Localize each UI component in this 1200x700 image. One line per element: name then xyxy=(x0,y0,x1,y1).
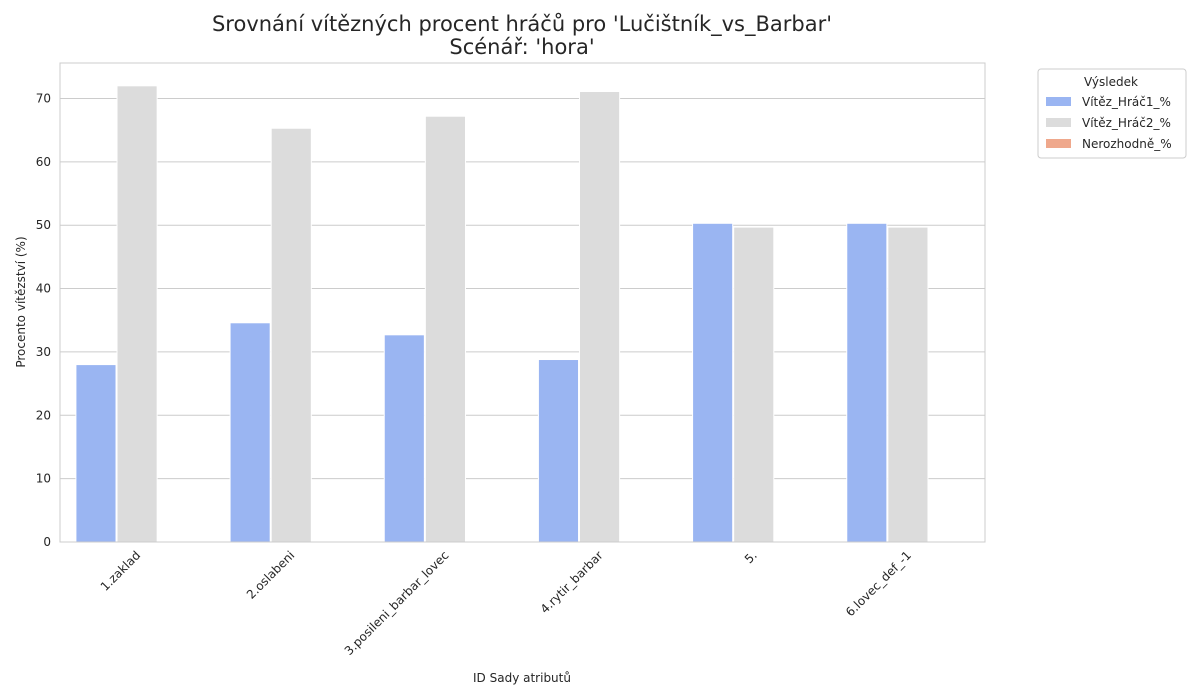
x-tick-label: 2.oslabeni xyxy=(244,548,298,602)
x-tick-label: 3.posileni_barbar_lovec xyxy=(342,548,452,658)
gridlines xyxy=(60,97,985,543)
chart-subtitle: Scénář: 'hora' xyxy=(449,35,594,59)
bar xyxy=(383,334,425,543)
y-tick-label: 20 xyxy=(36,408,51,422)
x-tick-label: 1.zaklad xyxy=(98,548,144,594)
y-tick-label: 10 xyxy=(36,472,51,486)
chart-title: Srovnání vítězných procent hráčů pro 'Lu… xyxy=(212,12,832,37)
legend-title: Výsledek xyxy=(1084,75,1138,89)
legend-label: Nerozhodně_% xyxy=(1082,137,1172,151)
x-tick-label: 4.rytir_barbar xyxy=(538,548,606,616)
x-tick-labels: 1.zaklad 2.oslabeni 3.posileni_barbar_love… xyxy=(98,548,914,658)
bars xyxy=(75,85,929,543)
y-tick-labels: 0 10 20 30 40 50 60 70 xyxy=(36,91,51,549)
legend-swatch xyxy=(1046,97,1071,106)
bar xyxy=(692,222,734,543)
bar xyxy=(579,91,621,543)
legend: Výsledek Vítěz_Hráč1_% Vítěz_Hráč2_% Neroz… xyxy=(1037,68,1187,159)
bar xyxy=(424,115,466,543)
plot-area-frame xyxy=(59,62,986,543)
bar xyxy=(887,226,929,543)
bar xyxy=(75,364,117,543)
legend-swatch xyxy=(1046,118,1071,127)
y-tick-label: 50 xyxy=(36,218,51,232)
y-tick-label: 30 xyxy=(36,345,51,359)
bar xyxy=(537,359,580,543)
legend-swatch xyxy=(1046,139,1071,148)
x-axis-label: ID Sady atributů xyxy=(473,671,571,685)
x-tick-label: 6.lovec_def_-1 xyxy=(843,548,914,619)
bar xyxy=(229,322,271,543)
y-axis-label: Procento vítězství (%) xyxy=(14,236,28,367)
bar xyxy=(270,127,312,543)
x-tick-label: 5. xyxy=(742,548,760,566)
bar xyxy=(116,85,158,543)
legend-label: Vítěz_Hráč2_% xyxy=(1082,116,1171,130)
legend-label: Vítěz_Hráč1_% xyxy=(1082,95,1171,109)
y-tick-label: 0 xyxy=(43,535,51,549)
legend-box xyxy=(1037,68,1187,159)
bar xyxy=(733,226,775,543)
y-tick-label: 40 xyxy=(36,282,51,296)
legend-items: Vítěz_Hráč1_% Vítěz_Hráč2_% Nerozhodně_% xyxy=(1046,95,1172,151)
bar xyxy=(846,222,888,543)
y-tick-label: 70 xyxy=(36,91,51,105)
y-tick-label: 60 xyxy=(36,155,51,169)
